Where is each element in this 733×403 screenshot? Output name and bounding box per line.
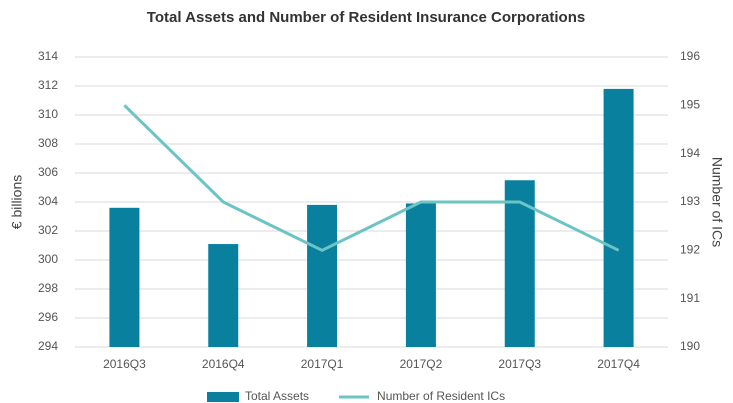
bar xyxy=(504,180,535,347)
y-axis-label: € billions xyxy=(9,175,25,229)
y2-tick-label: 192 xyxy=(680,243,700,257)
y-tick-label: 314 xyxy=(38,49,58,63)
y2-tick-label: 195 xyxy=(680,98,700,112)
y2-tick-label: 193 xyxy=(680,194,700,208)
y-tick-label: 296 xyxy=(38,310,58,324)
y2-tick-label: 196 xyxy=(680,49,700,63)
x-tick-label: 2017Q1 xyxy=(301,357,344,371)
y-tick-label: 300 xyxy=(38,252,58,266)
y-tick-label: 294 xyxy=(38,339,58,353)
chart-title: Total Assets and Number of Resident Insu… xyxy=(147,9,585,26)
y-tick-label: 308 xyxy=(38,136,58,150)
x-tick-label: 2017Q3 xyxy=(498,357,541,371)
y2-tick-label: 190 xyxy=(680,339,700,353)
y2-axis-label: Number of ICs xyxy=(709,157,725,247)
x-tick-label: 2016Q4 xyxy=(202,357,245,371)
y-tick-label: 312 xyxy=(38,78,58,92)
legend-label: Total Assets xyxy=(245,389,309,403)
bar xyxy=(109,207,140,347)
y-tick-label: 306 xyxy=(38,165,58,179)
bar xyxy=(307,204,338,347)
x-tick-label: 2017Q2 xyxy=(400,357,443,371)
legend-swatch xyxy=(207,392,239,402)
y2-tick-label: 191 xyxy=(680,291,700,305)
bar xyxy=(208,244,239,347)
legend-label: Number of Resident ICs xyxy=(377,389,505,403)
y-tick-label: 298 xyxy=(38,281,58,295)
y-tick-label: 310 xyxy=(38,107,58,121)
line xyxy=(123,104,620,253)
bar xyxy=(405,203,436,347)
bar xyxy=(603,88,634,348)
y-tick-label: 302 xyxy=(38,223,58,237)
x-tick-label: 2016Q3 xyxy=(103,357,146,371)
y-tick-label: 304 xyxy=(38,194,58,208)
x-tick-label: 2017Q4 xyxy=(597,357,640,371)
y2-tick-label: 194 xyxy=(680,146,700,160)
